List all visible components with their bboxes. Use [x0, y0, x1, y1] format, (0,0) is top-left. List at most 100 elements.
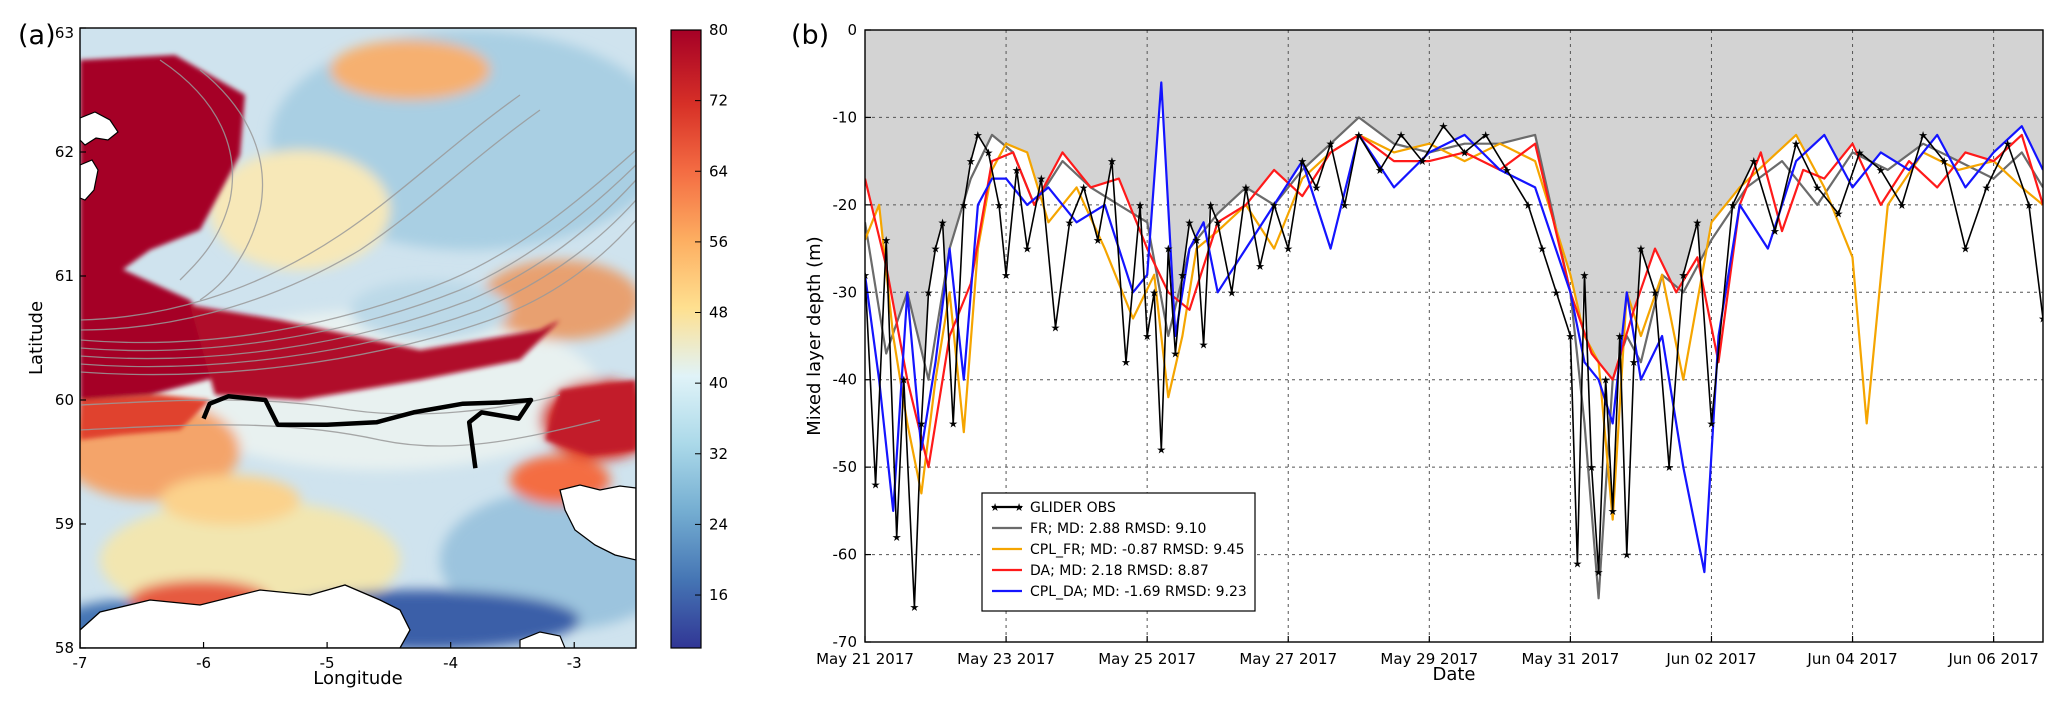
map-y-tick-label: 62 — [55, 143, 74, 161]
series-marker-0: ★ — [1629, 356, 1639, 369]
map-y-tick-label: 60 — [55, 391, 74, 409]
map-x-tick-label: -3 — [567, 654, 582, 672]
series-marker-0: ★ — [2024, 199, 2034, 212]
series-marker-0: ★ — [1022, 243, 1032, 256]
series-marker-0: ★ — [1065, 216, 1075, 229]
series-marker-0: ★ — [1692, 216, 1702, 229]
series-marker-0: ★ — [1918, 129, 1928, 142]
series-marker-0: ★ — [1142, 330, 1152, 343]
series-marker-0: ★ — [1664, 461, 1674, 474]
series-marker-0: ★ — [1149, 286, 1159, 299]
map-y-axis-label: Latitude — [26, 301, 47, 375]
series-marker-0: ★ — [2003, 138, 2013, 151]
series-marker-0: ★ — [1523, 199, 1533, 212]
plot-y-ticks: 0 -10 -20 -30 -40 -50 -60 -70 — [833, 21, 871, 651]
plot-x-ticks: May 21 2017 May 23 2017 May 25 2017 May 27 … — [816, 636, 2039, 668]
series-marker-0: ★ — [1340, 199, 1350, 212]
series-marker-0: ★ — [1206, 199, 1216, 212]
series-marker-0: ★ — [1012, 164, 1022, 177]
plot-x-tick-label: May 27 2017 — [1239, 650, 1337, 668]
series-marker-0: ★ — [1587, 461, 1597, 474]
series-marker-0: ★ — [1537, 243, 1547, 256]
colorbar: 16 24 32 40 48 56 64 72 80 — [670, 21, 728, 649]
map-y-ticks: 58 59 60 61 62 63 — [55, 24, 86, 657]
shetland-mainland — [80, 584, 411, 648]
series-marker-0: ★ — [1601, 374, 1611, 387]
series-marker-0: ★ — [973, 129, 983, 142]
series-marker-0: ★ — [916, 417, 926, 430]
series-marker-0: ★ — [892, 531, 902, 544]
series-marker-0: ★ — [1297, 155, 1307, 168]
plot-x-tick-label: May 25 2017 — [1098, 650, 1196, 668]
islet — [519, 631, 566, 648]
series-marker-0: ★ — [1573, 557, 1583, 570]
plot-y-tick-label: -40 — [833, 371, 858, 389]
series-marker-0: ★ — [1960, 243, 1970, 256]
panel-b-label: (b) — [791, 20, 829, 51]
legend: ★ ★ GLIDER OBS FR; MD: 2.88 RMSD: 9.10 CPL_F… — [981, 492, 1256, 612]
colorbar-tick-label: 56 — [709, 233, 728, 251]
series-marker-0: ★ — [1608, 505, 1618, 518]
panel-a-label: (a) — [18, 20, 56, 51]
series-marker-0: ★ — [959, 199, 969, 212]
series-marker-0: ★ — [1241, 181, 1251, 194]
glider-track — [201, 394, 534, 469]
series-marker-0: ★ — [1833, 208, 1843, 221]
series-marker-0: ★ — [1460, 146, 1470, 159]
series-marker-0: ★ — [1650, 286, 1660, 299]
plot-x-tick-label: May 31 2017 — [1521, 650, 1619, 668]
map-frame — [79, 27, 637, 649]
plot-y-tick-label: -60 — [833, 546, 858, 564]
series-marker-0: ★ — [1269, 199, 1279, 212]
series-marker-0: ★ — [1812, 181, 1822, 194]
legend-label: GLIDER OBS — [1030, 500, 1116, 516]
shetland-north — [559, 484, 636, 561]
series-marker-0: ★ — [899, 374, 909, 387]
series-marker-0: ★ — [938, 216, 948, 229]
series-marker-0: ★ — [1791, 138, 1801, 151]
series-marker-0: ★ — [1170, 347, 1180, 360]
series-marker-0: ★ — [1594, 566, 1604, 579]
series-marker-0: ★ — [1855, 146, 1865, 159]
legend-label: CPL_FR; MD: -0.87 RMSD: 9.45 — [1030, 542, 1244, 558]
legend-label: FR; MD: 2.88 RMSD: 9.10 — [1030, 521, 1206, 537]
series-marker-0: ★ — [1163, 243, 1173, 256]
series-marker-0: ★ — [1749, 155, 1759, 168]
series-marker-0: ★ — [1502, 164, 1512, 177]
series-marker-0: ★ — [924, 286, 934, 299]
legend-box — [981, 492, 1256, 612]
series-marker-0: ★ — [1396, 129, 1406, 142]
series-marker-0: ★ — [1107, 155, 1117, 168]
series-marker-0: ★ — [1551, 286, 1561, 299]
faroe-islands-south — [80, 159, 99, 201]
colorbar-gradient — [670, 29, 702, 649]
series-marker-0: ★ — [994, 199, 1004, 212]
colorbar-tick-label: 64 — [709, 162, 728, 180]
series-line-4 — [865, 81, 2043, 574]
plot-x-tick-label: Jun 06 2017 — [1948, 650, 2039, 668]
legend-marker: ★ — [1014, 501, 1024, 514]
plot-y-tick-label: -30 — [833, 283, 858, 301]
series-marker-0: ★ — [1312, 181, 1322, 194]
plot-x-tick-label: May 23 2017 — [957, 650, 1055, 668]
map-y-tick-label: 63 — [55, 24, 74, 42]
map-y-tick-label: 59 — [55, 515, 74, 533]
series-lines: ★ ★ ★ ★ ★ ★ ★ ★ ★ ★ ★ ★ ★ ★ ★ ★ ★ ★ ★ ★ ★ ★ ★ ★ ★ ★ ★ ★ ★ ★ ★ ★ ★ ★ ★ ★ ★ ★ ★ ★… — [865, 81, 2048, 614]
series-marker-0: ★ — [1438, 120, 1448, 133]
series-marker-0: ★ — [1375, 164, 1385, 177]
plot-y-tick-label: -20 — [833, 196, 858, 214]
colorbar-ticks: 16 24 32 40 48 56 64 72 80 — [695, 21, 728, 604]
series-marker-0: ★ — [1939, 155, 1949, 168]
series-marker-0: ★ — [1093, 234, 1103, 247]
series-marker-0: ★ — [966, 155, 976, 168]
series-marker-0: ★ — [1565, 330, 1575, 343]
series-marker-0: ★ — [984, 146, 994, 159]
plot-x-tick-label: Jun 02 2017 — [1665, 650, 1756, 668]
map-x-tick-label: -6 — [196, 654, 211, 672]
map-y-tick-label: 58 — [55, 639, 74, 657]
series-marker-0: ★ — [2038, 313, 2048, 326]
series-marker-0: ★ — [1580, 269, 1590, 282]
series-marker-0: ★ — [1079, 181, 1089, 194]
series-marker-0: ★ — [1897, 199, 1907, 212]
